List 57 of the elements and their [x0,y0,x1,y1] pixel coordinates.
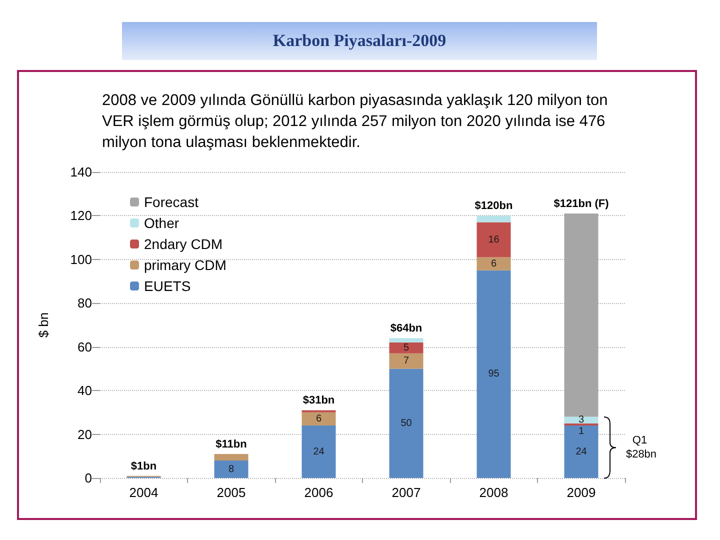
data-label: 50 [400,418,412,429]
data-label: 7 [403,356,410,367]
bar [564,423,598,426]
bar [476,270,511,478]
data-label: 3 [578,414,584,426]
bar [564,416,598,424]
bar [476,222,511,258]
y-tick-label: 0 [84,470,92,486]
x-tick-label: 2006 [304,485,334,500]
legend-label: 2ndary CDM [144,236,223,252]
x-tick-label: 2004 [129,485,158,500]
data-label: 5 [403,342,410,354]
x-tick-label: 2009 [566,485,596,500]
total-label: $120bn [474,200,513,212]
data-label: 95 [488,368,500,380]
legend-label: Other [144,215,180,231]
bar [214,454,248,461]
y-tick-label: 60 [78,339,92,354]
x-tick-label: 2008 [479,485,508,500]
y-tick-label: 140 [70,164,92,180]
x-tick-label: 2007 [392,485,421,500]
bar [302,426,336,478]
total-label: $64bn [390,322,422,335]
bar [389,353,424,369]
total-label: $1bn [130,460,157,472]
data-label: 24 [576,446,588,458]
data-label: 24 [313,446,325,458]
x-tick-label: 2005 [216,485,246,500]
legend-label: EUETS [144,278,191,294]
bar [564,214,598,417]
y-tick-label: 120 [70,208,92,224]
bar [389,338,424,342]
data-label: 6 [490,258,497,270]
y-tick-label: 20 [78,426,92,442]
data-label: 6 [316,413,322,424]
legend-label: Forecast [144,194,199,210]
bar [476,216,511,222]
bar [389,342,424,354]
chart-title: Karbon Piyasaları-2009 [122,22,597,60]
chart-subtitle: 2008 ve 2009 yılında Gönüllü karbon piyasasında yaklaşık 120 milyon ton VER işlem görmüş olup; 2012 yılında 257 milyon ton 2020 yılında ise 476 milyon tona ulaşması beklenmektedir. [102,91,609,153]
bar [476,257,511,270]
text: Q1 $28bn [626,434,657,460]
data-label: 8 [228,464,234,475]
bar [564,426,598,478]
bar [302,412,336,426]
y-tick-label: 100 [70,252,92,267]
data-label: 16 [488,234,500,246]
legend-label: primary CDM [144,257,226,273]
y-tick-label: 80 [78,296,92,311]
data-label: 1 [578,426,584,438]
y-axis-title: $ bn [36,312,51,338]
total-label: $121bn (F) [554,198,610,210]
total-label: $11bn [216,438,248,450]
bar [214,460,248,478]
bar [389,368,424,478]
total-label: $31bn [302,394,335,407]
y-tick-label: 40 [78,383,92,398]
